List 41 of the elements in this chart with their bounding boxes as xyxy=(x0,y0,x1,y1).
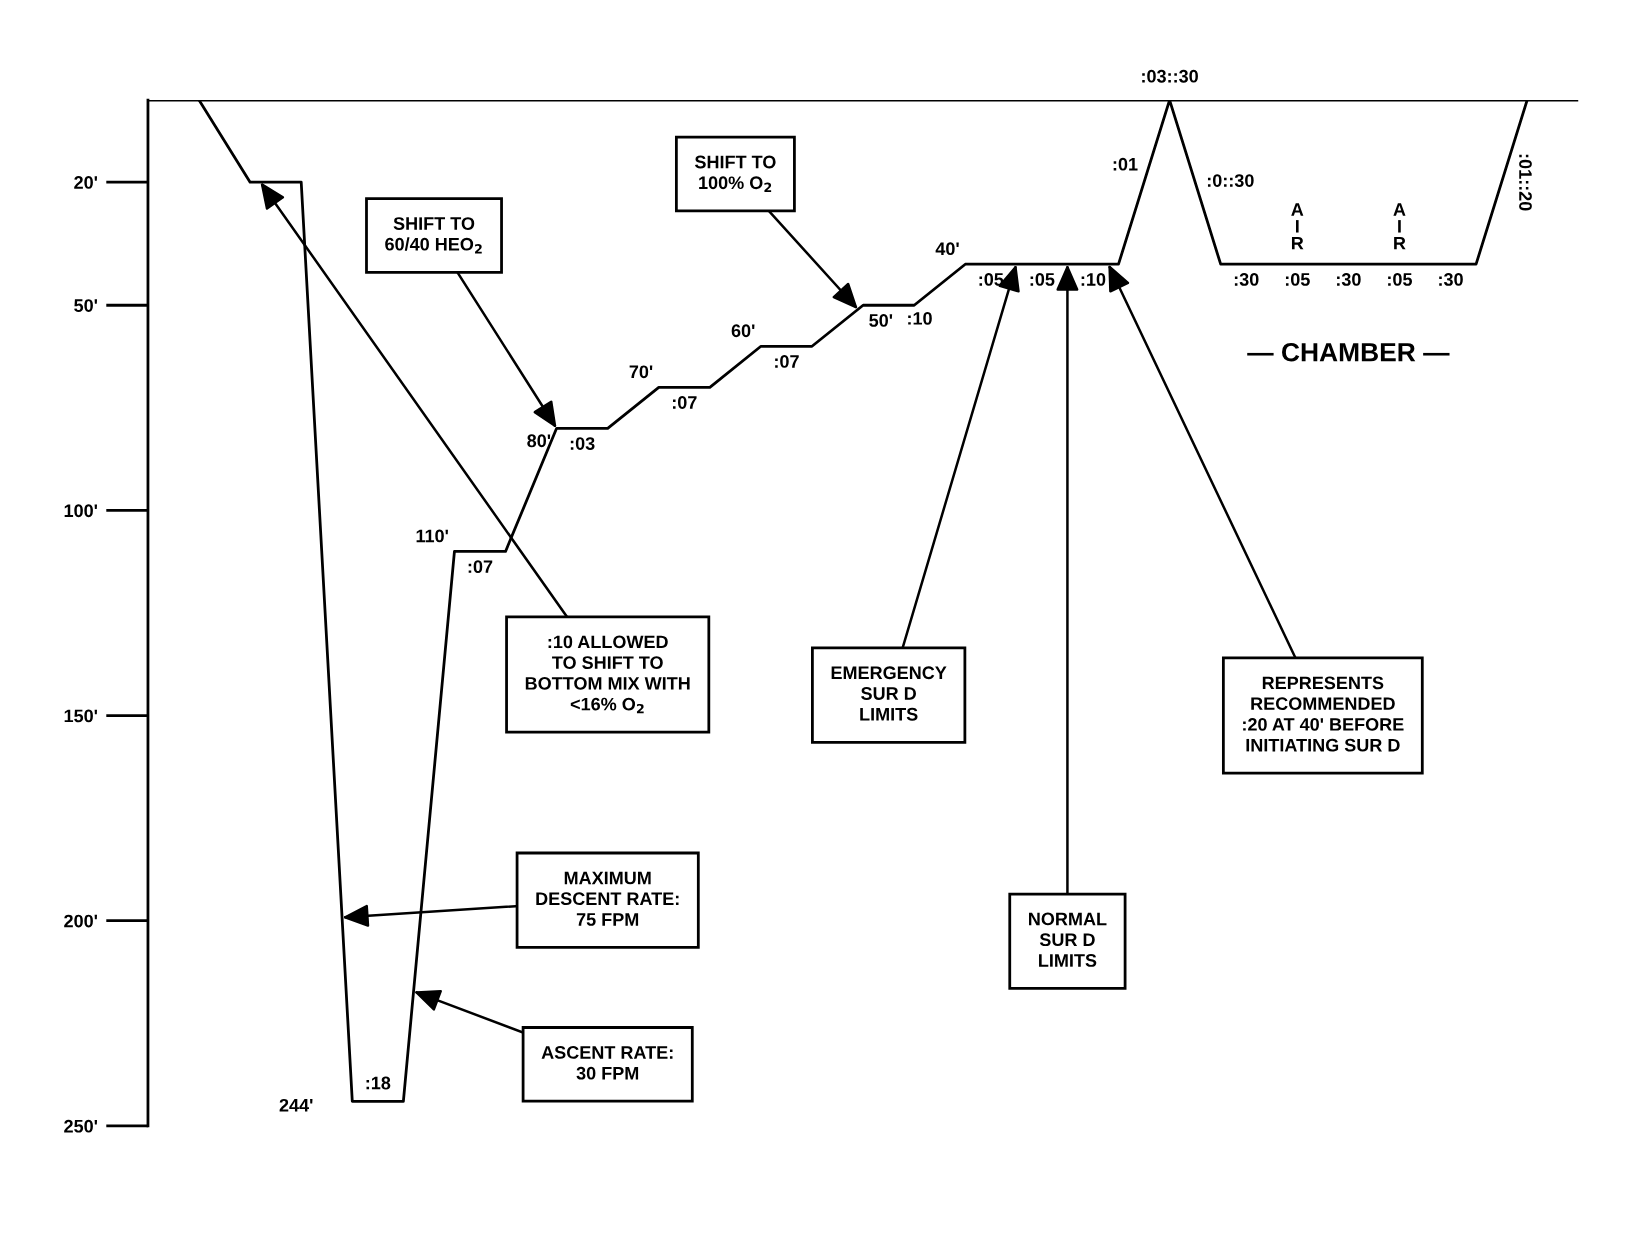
annotation: A I R xyxy=(1393,203,1406,250)
annotation: :03 xyxy=(570,437,595,450)
annotation: 70' xyxy=(629,365,653,379)
annotation: :05 xyxy=(1285,273,1310,286)
annotation: 80' xyxy=(527,434,551,448)
y-tick-label: 20' xyxy=(74,176,98,189)
annotation: SHIFT TO 60/40 HEO$_{2}$ xyxy=(385,217,482,254)
text: :03::30 xyxy=(1142,69,1198,83)
annotation: — CHAMBER — xyxy=(1247,342,1450,362)
y-tick-label: 100' xyxy=(64,504,98,518)
annotation: 50' xyxy=(869,314,893,327)
y-tick-label: 50' xyxy=(74,299,98,312)
annotation: REPRESENTS RECOMMENDED :20 AT 40' BEFORE INITIATING SUR D xyxy=(1243,676,1404,752)
y-tick-label: 150' xyxy=(64,709,98,723)
annotation: :10 xyxy=(908,312,932,325)
annotation: MAXIMUM DESCENT RATE: 75 FPM xyxy=(536,871,679,926)
annotation: 244' xyxy=(279,1098,313,1112)
annotation: 60' xyxy=(731,324,755,338)
annotation: A I R xyxy=(1291,203,1304,250)
annotation: :01::20 xyxy=(1519,154,1532,211)
annotation: :01 xyxy=(1113,157,1138,171)
annotation: NORMAL SUR D LIMITS xyxy=(1029,912,1107,967)
annotation: SHIFT TO 100% O$_{2}$ xyxy=(694,155,776,192)
annotation: 110' xyxy=(416,529,448,543)
annotation: :18 xyxy=(366,1076,391,1090)
annotation: :10 xyxy=(1081,273,1106,286)
annotation: :0::30 xyxy=(1207,174,1254,188)
annotation: 40' xyxy=(935,242,959,256)
annotation: :07 xyxy=(468,560,493,574)
y-tick-label: 200' xyxy=(64,914,98,928)
annotation: :30 xyxy=(1234,273,1259,286)
annotation: :05 xyxy=(1030,273,1055,286)
annotation: :07 xyxy=(673,396,697,409)
annotation: :30 xyxy=(1439,273,1463,286)
y-tick-label: 250' xyxy=(64,1119,98,1133)
annotation: :10 ALLOWED TO SHIFT TO BOTTOM MIX WITH <16% O$_{2}$ xyxy=(525,635,690,714)
annotation: :30 xyxy=(1337,273,1361,286)
annotation: :05 xyxy=(1388,273,1412,286)
annotation: EMERGENCY SUR D LIMITS xyxy=(831,666,947,721)
annotation: :07 xyxy=(775,355,799,368)
annotation: ASCENT RATE: 30 FPM xyxy=(541,1046,673,1080)
